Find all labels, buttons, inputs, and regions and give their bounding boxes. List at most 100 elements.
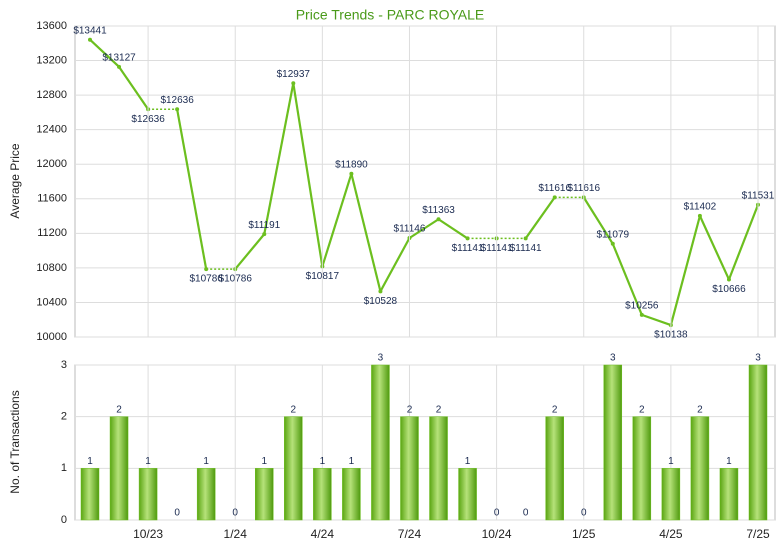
point: [639, 312, 644, 317]
plot-area: [74, 25, 776, 338]
x-tick-label: 10/23: [133, 527, 163, 541]
bar: [661, 468, 681, 521]
point: [88, 37, 92, 42]
bar-value-label: 1: [349, 456, 355, 467]
x-tick-label: 1/25: [572, 527, 596, 541]
point-value-label: $11141: [510, 243, 542, 254]
bar: [603, 364, 623, 521]
point: [349, 171, 354, 176]
y-tick-label: 13600: [36, 20, 67, 32]
point: [436, 217, 441, 222]
bar-value-label: 1: [726, 456, 732, 467]
bar: [400, 416, 419, 521]
bar: [313, 468, 332, 521]
point-value-label: $11079: [596, 229, 629, 240]
bar-value-label: 1: [203, 456, 209, 467]
bar: [458, 468, 477, 521]
bar-value-label: 2: [552, 404, 558, 415]
y-tick-label: 10400: [36, 296, 67, 308]
line-segment: [698, 215, 730, 280]
bar-value-label: 2: [291, 404, 297, 415]
chart-title: Price Trends - PARC ROYALE: [296, 7, 485, 23]
bar: [719, 468, 739, 521]
line-segment: [379, 237, 411, 292]
point: [117, 64, 122, 69]
bar: [284, 416, 303, 521]
bar-value-label: 2: [639, 404, 645, 415]
point: [204, 267, 209, 272]
line-segment: [437, 218, 469, 240]
x-tick-label: 1/24: [224, 527, 248, 541]
bar-value-label: 1: [261, 456, 267, 467]
bar: [371, 364, 390, 521]
point: [465, 236, 470, 241]
point-value-label: $11890: [335, 159, 368, 170]
bar: [632, 416, 652, 521]
point-value-label: $11616: [538, 183, 571, 194]
bar: [80, 468, 100, 521]
point-value-label: $12937: [277, 69, 311, 80]
bar-value-label: 1: [320, 456, 326, 467]
y-tick-label: 13200: [36, 54, 67, 66]
line-segment: [89, 38, 120, 68]
x-tick-label: 4/24: [311, 527, 335, 541]
line-segment: [408, 218, 440, 239]
y-tick-label: 2: [61, 411, 67, 423]
line-segment: [263, 83, 295, 235]
line-segment: [350, 173, 382, 292]
point: [552, 195, 557, 200]
y-tick-label: 11600: [37, 193, 67, 205]
point-value-label: $10666: [712, 284, 746, 295]
point-value-label: $11363: [422, 205, 455, 216]
point-value-label: $13441: [73, 25, 107, 36]
x-tick-label: 7/24: [398, 527, 422, 541]
line-segment: [669, 215, 701, 326]
point: [523, 236, 528, 241]
point: [378, 289, 383, 294]
y-axis-title: No. of Transactions: [8, 390, 22, 493]
y-axis-title: Average Price: [8, 143, 22, 218]
point: [726, 277, 731, 282]
bar-value-label: 1: [145, 456, 151, 467]
point-value-label: $11402: [684, 202, 717, 213]
line-segment: [582, 196, 614, 245]
point-value-label: $11141: [452, 243, 484, 254]
y-tick-label: 1: [61, 462, 67, 474]
bar-value-label: 2: [697, 404, 703, 415]
x-tick-label: 4/25: [659, 527, 683, 541]
point: [291, 81, 296, 86]
bar: [748, 364, 768, 521]
line-segment: [727, 204, 760, 280]
bar-value-label: 3: [378, 353, 384, 364]
point-value-label: $11191: [248, 220, 280, 231]
x-tick-label: 7/25: [746, 527, 770, 541]
point: [175, 107, 180, 112]
line-segment: [118, 66, 149, 110]
x-tick-label: 10/24: [482, 527, 512, 541]
y-tick-label: 12000: [36, 158, 67, 170]
bar-value-label: 0: [174, 508, 180, 519]
line-segment: [641, 313, 672, 327]
point: [262, 232, 267, 237]
bar: [138, 468, 158, 521]
bar-value-label: 2: [116, 404, 122, 415]
line-segment: [321, 173, 353, 267]
line-segment: [524, 196, 556, 240]
point: [697, 213, 702, 218]
bar: [109, 416, 129, 521]
point: [610, 241, 615, 246]
bar-value-label: 0: [232, 508, 238, 519]
line-segment: [234, 233, 266, 270]
bar-value-label: 1: [87, 456, 93, 467]
y-tick-label: 12800: [36, 89, 67, 101]
bar-value-label: 0: [494, 508, 500, 519]
y-tick-label: 3: [61, 359, 67, 371]
y-tick-label: 11200: [37, 227, 67, 239]
y-tick-label: 10800: [36, 262, 67, 274]
line-segment: [292, 83, 324, 267]
point-value-label: $12636: [160, 95, 194, 106]
y-tick-label: 12400: [36, 124, 67, 136]
bar: [196, 468, 216, 521]
